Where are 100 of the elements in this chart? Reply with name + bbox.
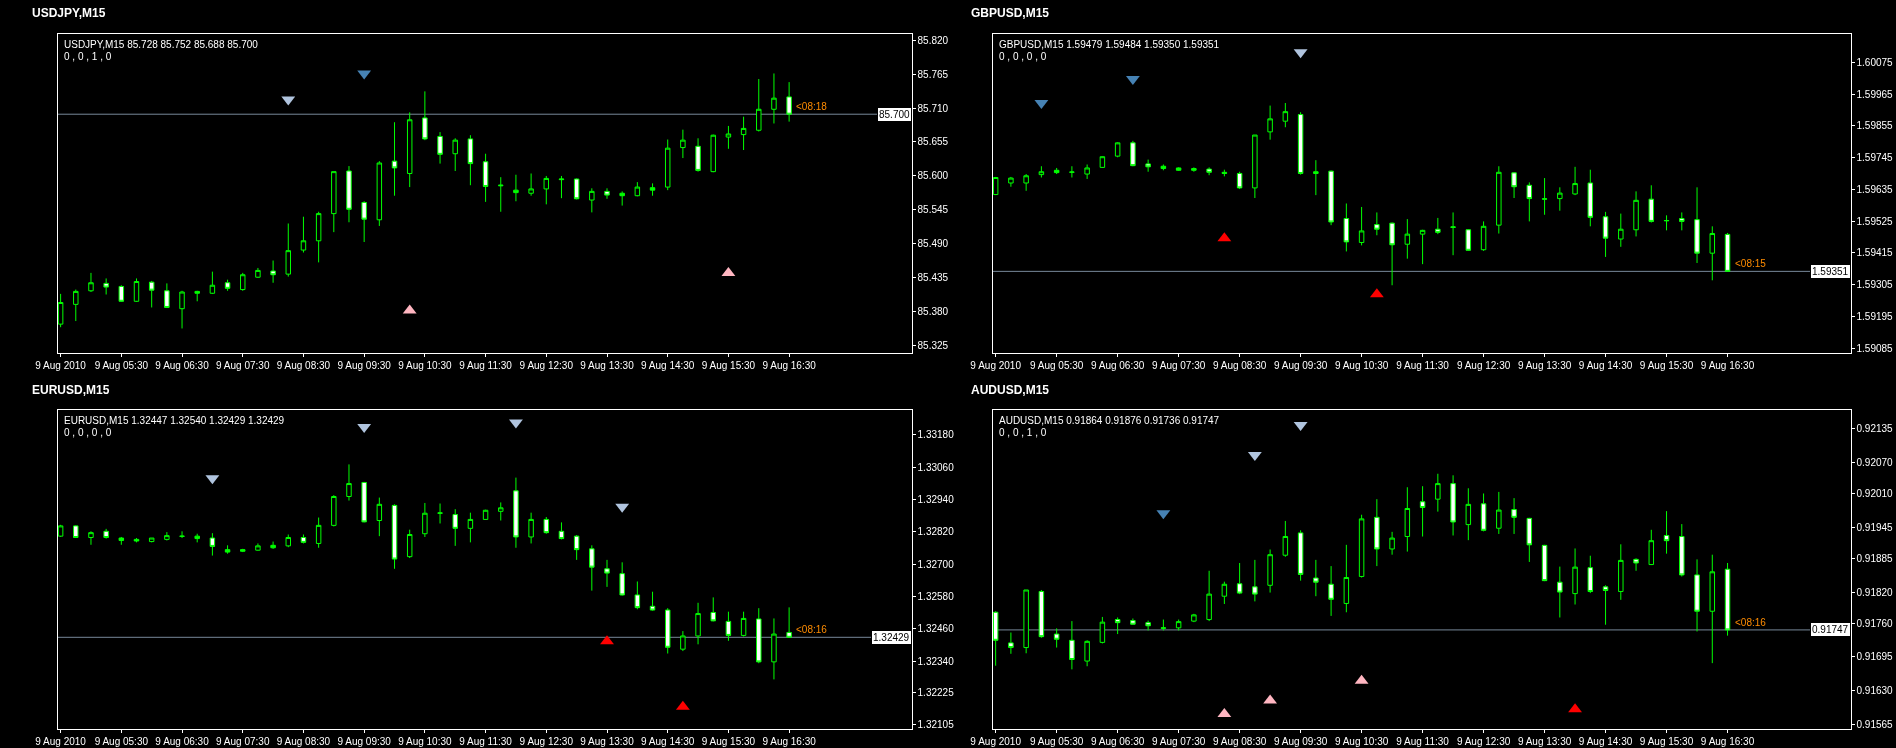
candlestick bbox=[1602, 211, 1609, 258]
candlestick bbox=[992, 176, 999, 196]
candlestick bbox=[1541, 177, 1548, 216]
candlestick bbox=[73, 524, 79, 539]
candlestick bbox=[680, 630, 686, 652]
candlestick bbox=[1313, 159, 1319, 196]
candlestick bbox=[756, 78, 762, 132]
x-tick-label: 9 Aug 11:30 bbox=[1396, 736, 1450, 748]
y-tick-label: 0.92070 bbox=[1856, 456, 1894, 468]
candlestick bbox=[406, 529, 413, 559]
y-tick-label: 1.59195 bbox=[1856, 310, 1894, 322]
x-tick-label: 9 Aug 06:30 bbox=[155, 736, 210, 748]
y-tick-label: 1.59305 bbox=[1856, 279, 1894, 291]
candlestick bbox=[1358, 514, 1365, 579]
ref-line-label: 1.32429 bbox=[873, 632, 910, 643]
annotation: <08:15 bbox=[1735, 258, 1767, 269]
candlestick bbox=[543, 516, 550, 535]
candlestick bbox=[103, 528, 109, 540]
candlestick bbox=[73, 289, 79, 322]
candlestick bbox=[1465, 487, 1472, 541]
candlestick bbox=[346, 463, 352, 502]
candlestick bbox=[1160, 619, 1167, 631]
candlestick bbox=[331, 494, 337, 527]
candlestick bbox=[1709, 554, 1716, 664]
y-tick-label: 85.765 bbox=[917, 68, 949, 80]
x-tick-label: 9 Aug 16:30 bbox=[1700, 736, 1755, 748]
y-tick-label: 1.32105 bbox=[917, 719, 955, 731]
candlestick bbox=[740, 116, 747, 151]
x-tick-label: 9 Aug 14:30 bbox=[1578, 736, 1633, 748]
y-tick-label: 1.60075 bbox=[1856, 56, 1894, 68]
candlestick bbox=[619, 561, 625, 596]
y-tick-label: 1.59085 bbox=[1856, 342, 1894, 354]
candlestick bbox=[543, 175, 550, 205]
candlestick bbox=[209, 271, 216, 295]
candlestick bbox=[1221, 581, 1228, 605]
y-tick-label: 1.32225 bbox=[917, 686, 955, 698]
candlestick bbox=[1389, 531, 1395, 556]
candlestick bbox=[573, 177, 580, 200]
x-tick-label: 9 Aug 10:30 bbox=[398, 736, 452, 748]
y-tick-label: 0.91630 bbox=[1856, 685, 1894, 697]
candlestick bbox=[786, 81, 792, 123]
candlestick bbox=[634, 580, 641, 610]
candlestick bbox=[391, 503, 398, 570]
candlestick bbox=[604, 187, 610, 200]
x-tick-label: 9 Aug 11:30 bbox=[1396, 359, 1450, 371]
text: GBPUSD,M15 1.59479 1.59484 1.59350 1.59351 bbox=[999, 39, 1220, 50]
candlestick bbox=[771, 617, 777, 680]
x-tick-label: 9 Aug 16:30 bbox=[762, 736, 817, 748]
candlestick bbox=[361, 200, 367, 243]
text: EURUSD,M15 1.32447 1.32540 1.32429 1.32429 bbox=[64, 415, 285, 426]
candlestick bbox=[1496, 165, 1502, 235]
y-tick-label: 1.59965 bbox=[1856, 88, 1894, 100]
x-tick-label: 9 Aug 09:30 bbox=[1273, 736, 1328, 748]
candlestick bbox=[118, 284, 125, 303]
y-tick-label: 85.545 bbox=[917, 204, 949, 216]
candlestick bbox=[240, 548, 246, 553]
candlestick bbox=[1297, 529, 1304, 582]
text: AUDUSD,M15 0.91864 0.91876 0.91736 0.91747 bbox=[999, 415, 1220, 426]
candlestick bbox=[1679, 523, 1685, 577]
candlestick bbox=[452, 137, 458, 172]
candlestick bbox=[1313, 559, 1319, 597]
chart-title: EURUSD,M15 bbox=[32, 383, 110, 397]
annotation: 0 , 0 , 0 , 0 bbox=[999, 51, 1047, 62]
candlestick bbox=[1618, 543, 1624, 601]
y-tick-label: 0.92135 bbox=[1856, 423, 1894, 435]
x-tick-label: 9 Aug 08:30 bbox=[276, 736, 331, 748]
x-tick-label: 9 Aug 07:30 bbox=[1151, 736, 1206, 748]
candlestick bbox=[1526, 517, 1533, 563]
y-tick-label: 85.490 bbox=[917, 238, 949, 250]
candlestick bbox=[300, 534, 307, 544]
candlestick bbox=[619, 190, 625, 207]
x-tick-label: 9 Aug 11:30 bbox=[459, 359, 513, 371]
x-tick-label: 9 Aug 07:30 bbox=[216, 359, 270, 371]
y-tick-label: 85.820 bbox=[917, 34, 949, 46]
chart-title: AUDUSD,M15 bbox=[971, 383, 1050, 397]
candlestick bbox=[664, 139, 671, 191]
candlestick bbox=[740, 611, 747, 637]
candlestick bbox=[649, 182, 656, 197]
candlestick bbox=[1618, 213, 1624, 248]
candlestick bbox=[528, 172, 534, 197]
candlestick bbox=[1480, 492, 1487, 532]
x-tick-label: 9 Aug 06:30 bbox=[1090, 736, 1145, 748]
annotation: <08:16 bbox=[796, 624, 828, 635]
candlestick bbox=[1160, 164, 1167, 171]
candlestick bbox=[695, 137, 701, 173]
candlestick bbox=[437, 503, 443, 524]
candlestick bbox=[1389, 222, 1395, 286]
y-tick-label: 85.655 bbox=[917, 136, 949, 148]
candlestick bbox=[361, 481, 367, 523]
candlestick bbox=[437, 131, 443, 165]
candlestick bbox=[285, 534, 292, 548]
y-tick-label: 85.380 bbox=[917, 306, 949, 318]
candlestick bbox=[756, 607, 762, 664]
candlestick bbox=[88, 530, 94, 546]
chart-title: USDJPY,M15 bbox=[32, 6, 106, 20]
candlestick bbox=[1206, 570, 1212, 622]
y-tick-label: 1.59415 bbox=[1856, 247, 1894, 259]
candlestick bbox=[1069, 165, 1075, 178]
y-tick-label: 85.600 bbox=[917, 170, 949, 182]
x-tick-label: 9 Aug 12:30 bbox=[519, 736, 574, 748]
